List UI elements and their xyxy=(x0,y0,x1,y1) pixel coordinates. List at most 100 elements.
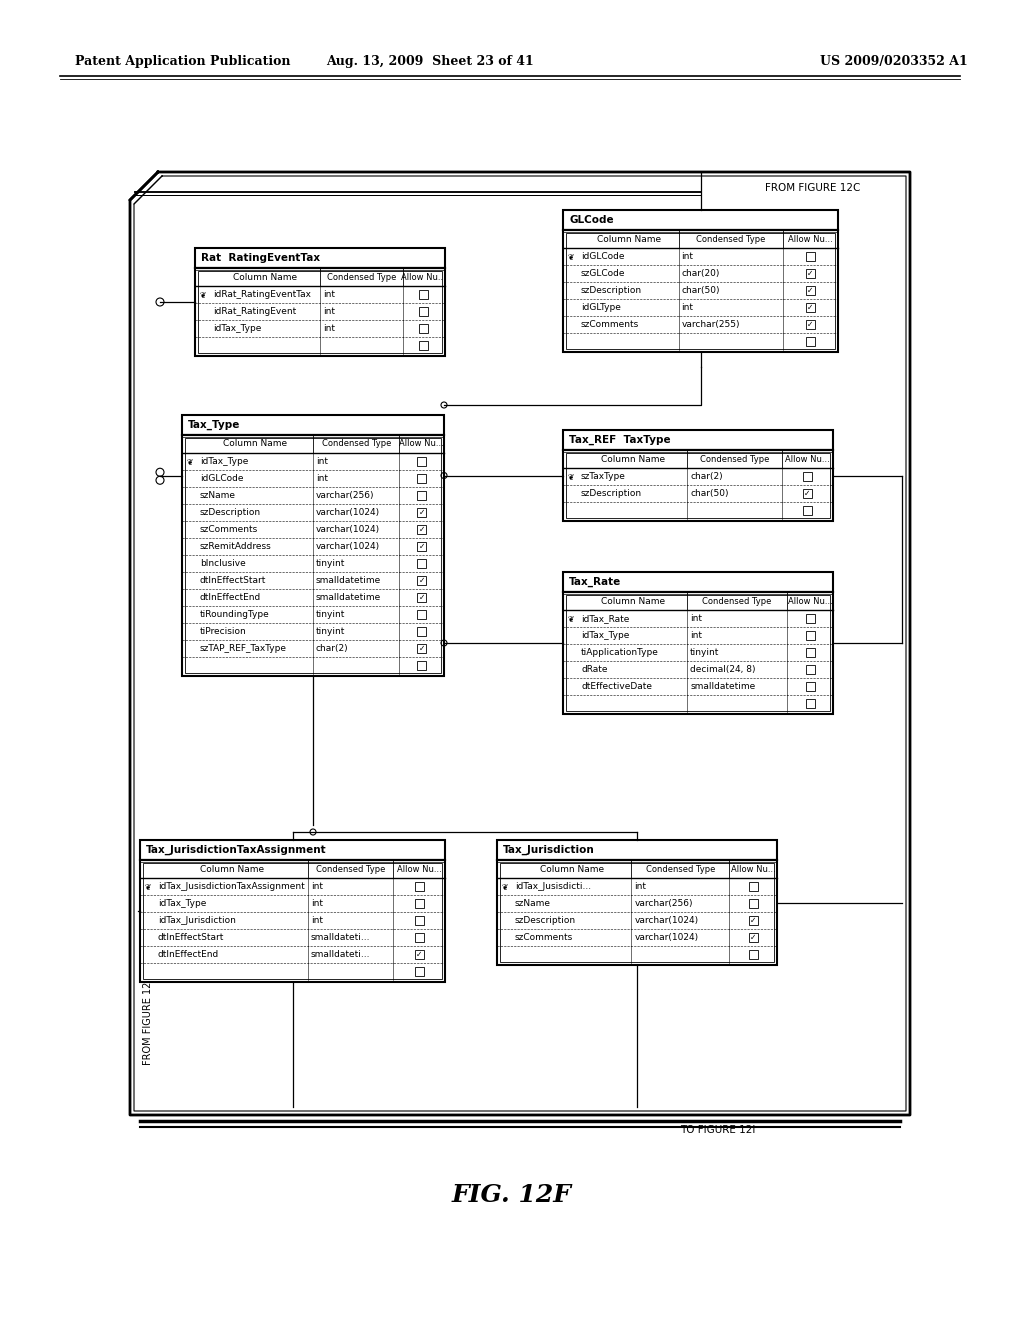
Bar xyxy=(415,950,424,960)
Text: smalldateti...: smalldateti... xyxy=(310,950,371,960)
Bar xyxy=(417,525,426,535)
Text: varchar(256): varchar(256) xyxy=(635,899,693,908)
Bar xyxy=(140,840,445,861)
Bar xyxy=(417,457,426,466)
Bar xyxy=(806,304,815,312)
Text: smalldateti...: smalldateti... xyxy=(310,933,371,942)
Bar xyxy=(803,488,812,498)
Text: ✓: ✓ xyxy=(419,525,425,535)
Text: ✓: ✓ xyxy=(419,593,425,602)
Text: char(20): char(20) xyxy=(682,269,720,279)
Text: varchar(1024): varchar(1024) xyxy=(316,508,380,517)
Bar xyxy=(195,268,445,356)
Text: idRat_RatingEvent: idRat_RatingEvent xyxy=(213,308,296,315)
Text: ✓: ✓ xyxy=(419,644,425,653)
Text: FROM FIGURE 12E: FROM FIGURE 12E xyxy=(143,975,153,1065)
Text: szComments: szComments xyxy=(200,525,258,535)
Text: ✓: ✓ xyxy=(419,576,425,585)
Text: idTax_Jurisdiction: idTax_Jurisdiction xyxy=(158,916,236,925)
Text: ✓: ✓ xyxy=(807,269,814,279)
Text: int: int xyxy=(310,899,323,908)
Text: varchar(1024): varchar(1024) xyxy=(635,933,698,942)
Text: Condensed Type: Condensed Type xyxy=(646,865,715,874)
Bar xyxy=(806,286,815,294)
Text: szDescription: szDescription xyxy=(581,286,642,294)
Bar xyxy=(415,882,424,891)
Bar xyxy=(419,308,428,315)
Text: Condensed Type: Condensed Type xyxy=(696,235,765,243)
Text: ✓: ✓ xyxy=(419,508,425,517)
Text: ✓: ✓ xyxy=(807,319,814,329)
Bar xyxy=(415,968,424,975)
Text: szDescription: szDescription xyxy=(581,488,642,498)
Text: GLCode: GLCode xyxy=(569,215,613,224)
Text: Condensed Type: Condensed Type xyxy=(327,272,396,281)
Text: szDescription: szDescription xyxy=(200,508,261,517)
Bar xyxy=(415,933,424,942)
Bar xyxy=(803,473,812,480)
Text: Condensed Type: Condensed Type xyxy=(702,597,772,606)
Text: tinyint: tinyint xyxy=(690,648,720,657)
Text: idGLCode: idGLCode xyxy=(200,474,244,483)
Text: Allow Nu...: Allow Nu... xyxy=(788,235,833,243)
Text: char(50): char(50) xyxy=(682,286,720,294)
Text: int: int xyxy=(316,457,328,466)
Text: szGLCode: szGLCode xyxy=(581,269,626,279)
Bar xyxy=(749,916,758,925)
Bar xyxy=(563,210,838,230)
Text: varchar(1024): varchar(1024) xyxy=(316,543,380,550)
Text: int: int xyxy=(635,882,646,891)
Text: int: int xyxy=(690,631,702,640)
Text: Column Name: Column Name xyxy=(200,865,264,874)
Text: Rat  RatingEventTax: Rat RatingEventTax xyxy=(201,253,321,263)
Bar xyxy=(806,337,815,346)
Text: Tax_JurisdictionTaxAssignment: Tax_JurisdictionTaxAssignment xyxy=(146,845,327,855)
Text: szDescription: szDescription xyxy=(515,916,577,925)
Text: Allow Nu...: Allow Nu... xyxy=(401,272,446,281)
Text: int: int xyxy=(682,304,693,312)
Bar xyxy=(185,438,441,673)
Text: idTax_Type: idTax_Type xyxy=(581,631,630,640)
Text: szTAP_REF_TaxType: szTAP_REF_TaxType xyxy=(200,644,287,653)
Bar xyxy=(566,453,830,517)
Bar xyxy=(806,319,815,329)
Text: Condensed Type: Condensed Type xyxy=(699,454,769,463)
Text: tinyint: tinyint xyxy=(316,610,345,619)
Bar xyxy=(749,950,758,960)
Text: dRate: dRate xyxy=(581,665,607,675)
Text: idRat_RatingEventTax: idRat_RatingEventTax xyxy=(213,290,311,300)
Bar xyxy=(182,414,444,436)
Text: szRemitAddress: szRemitAddress xyxy=(200,543,271,550)
Bar xyxy=(497,861,777,965)
Bar xyxy=(806,269,815,279)
Text: TO FIGURE 12I: TO FIGURE 12I xyxy=(680,1125,756,1135)
Text: Tax_Jurisdiction: Tax_Jurisdiction xyxy=(503,845,595,855)
Bar xyxy=(500,863,774,962)
Bar xyxy=(749,882,758,891)
Text: ✓: ✓ xyxy=(750,916,757,925)
Text: int: int xyxy=(310,916,323,925)
Bar xyxy=(417,661,426,671)
Text: varchar(255): varchar(255) xyxy=(682,319,740,329)
Bar xyxy=(417,627,426,636)
Bar xyxy=(563,450,833,521)
Text: ✓: ✓ xyxy=(807,286,814,294)
Bar xyxy=(417,644,426,653)
Text: ✓: ✓ xyxy=(419,543,425,550)
Text: int: int xyxy=(682,252,693,261)
Text: Column Name: Column Name xyxy=(601,454,666,463)
Text: ❦: ❦ xyxy=(502,882,508,891)
Text: dtInEffectStart: dtInEffectStart xyxy=(158,933,224,942)
Text: idTax_Jusisdicti...: idTax_Jusisdicti... xyxy=(515,882,591,891)
Bar xyxy=(497,840,777,861)
Text: int: int xyxy=(310,882,323,891)
Bar xyxy=(806,252,815,261)
Bar xyxy=(417,558,426,568)
Text: tinyint: tinyint xyxy=(316,558,345,568)
Bar xyxy=(563,230,838,352)
Text: ✓: ✓ xyxy=(807,304,814,312)
Bar xyxy=(806,665,814,675)
Text: tiApplicationType: tiApplicationType xyxy=(581,648,658,657)
Bar xyxy=(415,899,424,908)
Text: idTax_Type: idTax_Type xyxy=(213,323,261,333)
